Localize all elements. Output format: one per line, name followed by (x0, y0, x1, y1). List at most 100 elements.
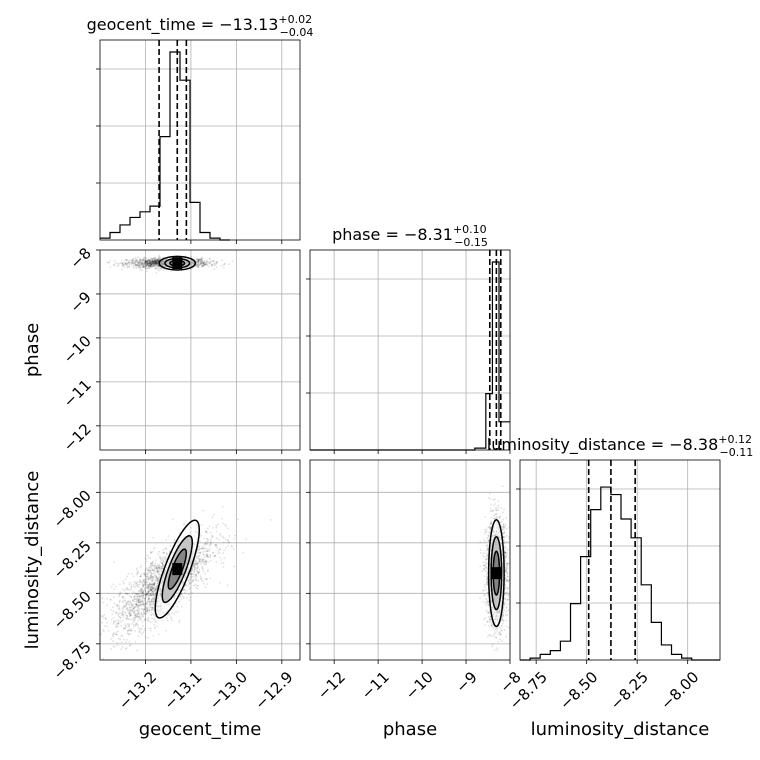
sample-point (115, 633, 118, 636)
sample-point (197, 585, 200, 587)
sample-point (138, 266, 141, 268)
sample-point (162, 558, 165, 560)
sample-point (155, 586, 158, 589)
sample-point (152, 536, 155, 539)
sample-point (499, 521, 502, 524)
sample-point (93, 636, 95, 638)
sample-point (165, 617, 168, 620)
sample-point (147, 259, 150, 262)
sample-point (154, 567, 156, 570)
sample-point (126, 593, 129, 596)
sample-point (149, 265, 152, 268)
sample-point (502, 619, 505, 622)
sample-point (152, 600, 155, 603)
sample-point (209, 556, 211, 559)
sample-point (148, 259, 151, 262)
sample-point (156, 578, 159, 581)
sample-point (209, 261, 211, 264)
sample-point (206, 527, 209, 530)
sample-point (200, 256, 203, 259)
sample-point (486, 571, 489, 574)
sample-point (197, 261, 199, 263)
sample-point (216, 262, 218, 264)
sample-point (136, 584, 139, 587)
sample-point (502, 518, 505, 521)
sample-point (134, 630, 137, 632)
sample-point (139, 259, 141, 261)
sample-point (151, 586, 154, 589)
sample-point (104, 618, 107, 621)
sample-point (153, 546, 156, 549)
sample-point (153, 574, 156, 577)
sample-point (155, 264, 157, 266)
sample-point (151, 561, 154, 564)
sample-point (145, 259, 148, 262)
sample-point (124, 611, 126, 614)
sample-point (492, 498, 495, 501)
sample-point (155, 260, 158, 263)
sample-point (138, 595, 141, 598)
sample-point (145, 593, 147, 596)
sample-point (158, 258, 160, 260)
sample-point (136, 604, 139, 606)
sample-point (141, 591, 144, 594)
sample-point (147, 608, 149, 611)
sample-point (503, 538, 505, 541)
sample-point (195, 575, 198, 578)
sample-point (137, 615, 140, 618)
sample-point (121, 613, 124, 616)
sample-point (227, 539, 229, 542)
sample-point (200, 262, 202, 265)
sample-point (151, 262, 154, 264)
sample-point (141, 608, 144, 611)
sample-point (213, 262, 216, 265)
sample-point (142, 266, 145, 268)
sample-point (150, 609, 153, 612)
sample-point (201, 547, 204, 549)
sample-point (152, 582, 155, 585)
sample-point (196, 562, 199, 565)
sample-point (149, 262, 151, 265)
sample-point (502, 523, 505, 526)
sample-point (131, 602, 134, 605)
sample-point (150, 258, 153, 260)
sample-point (486, 581, 489, 584)
sample-point (115, 604, 118, 607)
sample-point (134, 617, 137, 620)
sample-point (201, 560, 204, 563)
sample-point (152, 593, 155, 596)
sample-point (140, 596, 143, 598)
sample-point (155, 575, 158, 578)
sample-point (142, 261, 145, 264)
sample-point (194, 259, 197, 261)
sample-point (136, 609, 139, 612)
sample-point (145, 257, 147, 260)
sample-point (126, 262, 129, 265)
sample-point (145, 577, 148, 580)
sample-point (155, 588, 157, 591)
sample-point (198, 561, 201, 563)
sample-point (195, 264, 198, 267)
sample-point (192, 579, 195, 582)
y-tick-label: −8.75 (50, 638, 95, 683)
sample-point (151, 587, 154, 589)
sample-point (163, 556, 166, 559)
sample-point (482, 618, 485, 621)
sample-point (152, 594, 155, 597)
sample-point (194, 583, 196, 586)
sample-point (212, 259, 215, 262)
sample-point (200, 577, 203, 579)
sample-point (150, 601, 153, 604)
sample-point (154, 589, 157, 591)
sample-point (203, 260, 206, 263)
sample-point (126, 638, 128, 641)
sample-point (503, 536, 506, 539)
sample-point (232, 548, 235, 550)
sample-point (196, 561, 199, 564)
sample-point (212, 513, 215, 516)
sample-point (501, 616, 504, 618)
sample-point (201, 264, 204, 267)
sample-point (200, 266, 203, 268)
sample-point (143, 579, 146, 582)
sample-point (102, 601, 104, 604)
